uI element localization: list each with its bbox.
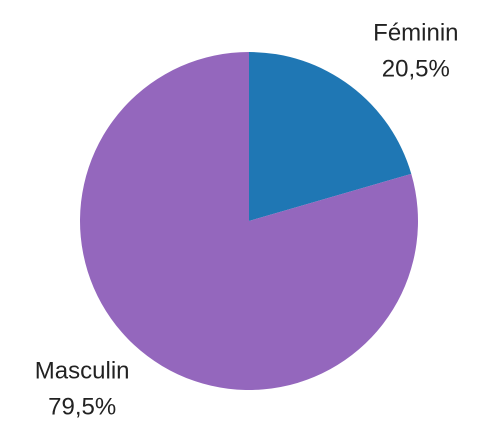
slice-value-label: 79,5% — [48, 393, 116, 420]
slice-label: Féminin — [373, 19, 458, 46]
slice-value-label: 20,5% — [382, 55, 450, 82]
pie-slice — [249, 52, 412, 221]
pie-slice — [79, 52, 419, 390]
slice-label: Masculin — [35, 357, 130, 384]
